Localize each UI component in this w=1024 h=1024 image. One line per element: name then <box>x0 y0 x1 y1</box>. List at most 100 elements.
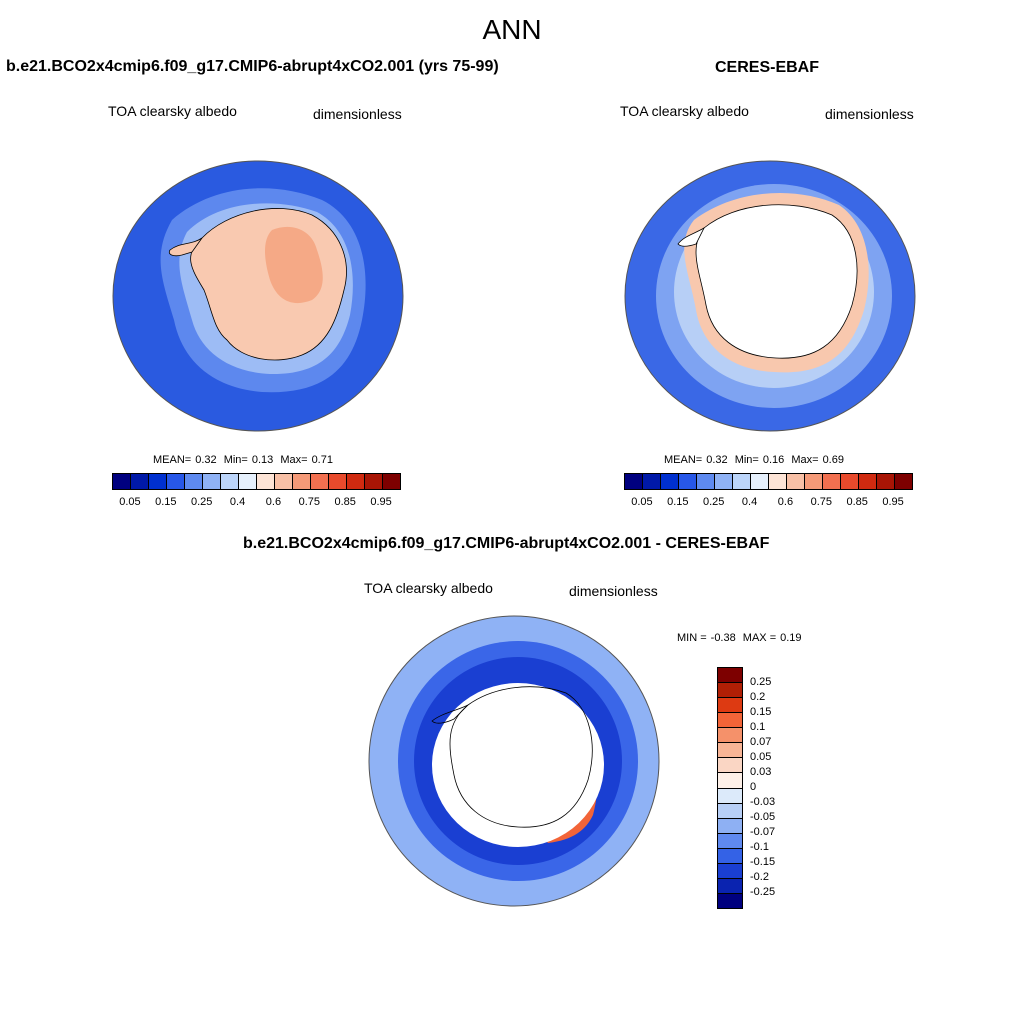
colorbar-swatch <box>718 818 742 834</box>
colorbar-swatch <box>733 474 751 489</box>
colorbar-swatch <box>185 474 203 489</box>
colorbar-tick-label: 0.95 <box>370 496 392 508</box>
colorbar-tick-label: 0.95 <box>882 496 904 508</box>
colorbar-swatch <box>718 848 742 864</box>
colorbar-tick-label: 0.85 <box>334 496 356 508</box>
figure-title: ANN <box>482 14 542 45</box>
colorbar-tick-label: 0.05 <box>631 496 653 508</box>
colorbar-tick-label: 0.75 <box>810 496 833 508</box>
colorbar-tick-label: 0.25 <box>750 676 772 688</box>
diff-colorbar <box>717 667 743 909</box>
colorbar-swatch <box>167 474 185 489</box>
colorbar-swatch <box>751 474 769 489</box>
colorbar-swatch <box>718 788 742 804</box>
colorbar-swatch <box>679 474 697 489</box>
colorbar-swatch <box>718 803 742 819</box>
colorbar-tick-label: -0.2 <box>750 871 769 883</box>
colorbar-tick-label: 0 <box>750 781 757 793</box>
diff-variable-label: TOA clearsky albedo <box>364 580 493 596</box>
colorbar-swatch <box>718 698 742 714</box>
colorbar-swatch <box>365 474 383 489</box>
colorbar-swatch <box>718 893 742 908</box>
colorbar-tick-label: 0.6 <box>265 496 282 508</box>
model-stats: MEAN= 0.32 Min= 0.13 Max= 0.71 <box>153 454 333 466</box>
obs-stats: MEAN= 0.32 Min= 0.16 Max= 0.69 <box>664 454 844 466</box>
colorbar-swatch <box>718 728 742 744</box>
colorbar-swatch <box>221 474 239 489</box>
colorbar-swatch <box>805 474 823 489</box>
colorbar-swatch <box>718 773 742 789</box>
colorbar-tick-label: -0.07 <box>750 826 776 838</box>
colorbar-swatch <box>895 474 912 489</box>
antarctic-peninsula-coast <box>431 704 469 724</box>
colorbar-swatch <box>718 743 742 759</box>
colorbar-swatch <box>625 474 643 489</box>
map-border <box>112 160 404 432</box>
colorbar-swatch <box>347 474 365 489</box>
map-border <box>624 160 916 432</box>
colorbar-swatch <box>715 474 733 489</box>
colorbar-swatch <box>113 474 131 489</box>
colorbar-swatch <box>203 474 221 489</box>
colorbar-tick-label: 0.4 <box>741 496 758 508</box>
colorbar-tick-label: 0.1 <box>750 721 766 733</box>
colorbar-tick-label: 0.25 <box>190 496 213 508</box>
obs-panel-title: CERES-EBAF <box>715 59 820 76</box>
colorbar-swatch <box>149 474 167 489</box>
colorbar-swatch <box>293 474 311 489</box>
colorbar-tick-label: -0.03 <box>750 796 776 808</box>
colorbar-tick-label: 0.07 <box>750 736 772 748</box>
colorbar-swatch <box>718 683 742 699</box>
diff-units-label: dimensionless <box>569 583 658 599</box>
colorbar-tick-label: -0.15 <box>750 856 776 868</box>
colorbar-swatch <box>718 833 742 849</box>
colorbar-tick-label: 0.25 <box>702 496 725 508</box>
colorbar-swatch <box>859 474 877 489</box>
colorbar-tick-label: 0.05 <box>119 496 141 508</box>
model-panel-title: b.e21.BCO2x4cmip6.f09_g17.CMIP6-abrupt4x… <box>6 58 499 75</box>
colorbar-swatch <box>841 474 859 489</box>
colorbar-tick-label: -0.05 <box>750 811 776 823</box>
colorbar-swatch <box>643 474 661 489</box>
plateau-high-albedo <box>265 226 323 304</box>
masked-region <box>432 683 604 847</box>
diff-stats: MIN = -0.38 MAX = 0.19 <box>677 632 802 644</box>
colorbar-tick-label: -0.25 <box>750 886 776 898</box>
antarctic-peninsula <box>677 226 705 247</box>
colorbar-swatch <box>661 474 679 489</box>
colorbar-swatch <box>131 474 149 489</box>
obs-colorbar <box>624 473 913 490</box>
colorbar-swatch <box>823 474 841 489</box>
colorbar-swatch <box>275 474 293 489</box>
colorbar-swatch <box>257 474 275 489</box>
map-border <box>368 615 660 907</box>
model-colorbar <box>112 473 401 490</box>
colorbar-tick-label: 0.03 <box>750 766 772 778</box>
model-units-label: dimensionless <box>313 106 402 122</box>
diff-panel-title: b.e21.BCO2x4cmip6.f09_g17.CMIP6-abrupt4x… <box>243 535 770 552</box>
colorbar-tick-label: 0.75 <box>298 496 321 508</box>
colorbar-swatch <box>718 863 742 879</box>
colorbar-swatch <box>697 474 715 489</box>
model-variable-label: TOA clearsky albedo <box>108 103 237 119</box>
diff-polar-map <box>368 615 660 907</box>
model-polar-map <box>112 160 404 432</box>
antarctic-peninsula <box>168 237 203 257</box>
colorbar-tick-label: 0.4 <box>229 496 246 508</box>
colorbar-swatch <box>329 474 347 489</box>
colorbar-tick-label: 0.15 <box>667 496 689 508</box>
antarctica-land <box>695 204 858 359</box>
colorbar-swatch <box>718 758 742 774</box>
colorbar-tick-label: 0.2 <box>750 691 766 703</box>
colorbar-tick-label: 0.05 <box>750 751 772 763</box>
colorbar-swatch <box>718 668 742 684</box>
colorbar-swatch <box>877 474 895 489</box>
colorbar-swatch <box>769 474 787 489</box>
colorbar-tick-label: 0.15 <box>155 496 177 508</box>
colorbar-swatch <box>383 474 400 489</box>
colorbar-tick-label: 0.85 <box>846 496 868 508</box>
obs-units-label: dimensionless <box>825 106 914 122</box>
colorbar-tick-label: 0.6 <box>777 496 794 508</box>
obs-variable-label: TOA clearsky albedo <box>620 103 749 119</box>
colorbar-swatch <box>787 474 805 489</box>
